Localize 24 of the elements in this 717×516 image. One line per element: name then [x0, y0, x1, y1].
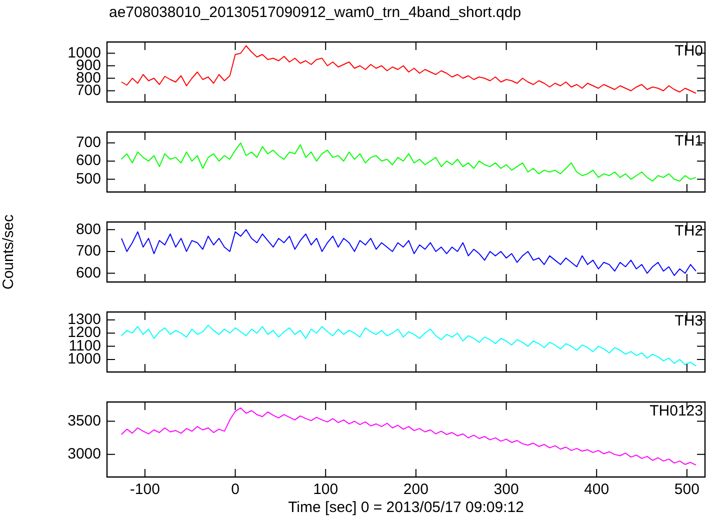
annotation: TH2 — [674, 222, 703, 240]
x-tick-label: 400 — [584, 481, 610, 498]
x-tick-label: 500 — [674, 481, 700, 498]
y-tick-label: 500 — [76, 170, 101, 188]
y-tick-label: 600 — [76, 264, 101, 282]
y-tick-label: 700 — [76, 82, 101, 99]
x-tick-label: -100 — [130, 481, 160, 498]
annotation: TH1 — [674, 132, 703, 150]
y-tick-label: 700 — [76, 134, 101, 152]
x-tick-label: 200 — [403, 481, 428, 498]
y-tick-label: 3000 — [68, 446, 101, 463]
y-tick-label: 600 — [76, 152, 101, 170]
y-tick-label: 700 — [76, 242, 101, 260]
y-axis-title: Counts/sec — [0, 214, 18, 290]
x-tick-label: 0 — [231, 481, 240, 498]
x-tick-label: 300 — [494, 481, 519, 498]
chart-title: ae708038010_20130517090912_wam0_trn_4band_short.qdp — [109, 4, 522, 21]
annotation: TH0 — [674, 42, 703, 60]
annotation: TH3 — [674, 312, 703, 330]
x-tick-label: 100 — [313, 481, 338, 498]
annotation: TH0123 — [650, 402, 703, 420]
y-tick-label: 3500 — [68, 412, 101, 430]
x-axis-title: Time [sec] 0 = 2013/05/17 09:09:12 — [288, 499, 524, 516]
y-tick-label: 800 — [76, 220, 101, 238]
